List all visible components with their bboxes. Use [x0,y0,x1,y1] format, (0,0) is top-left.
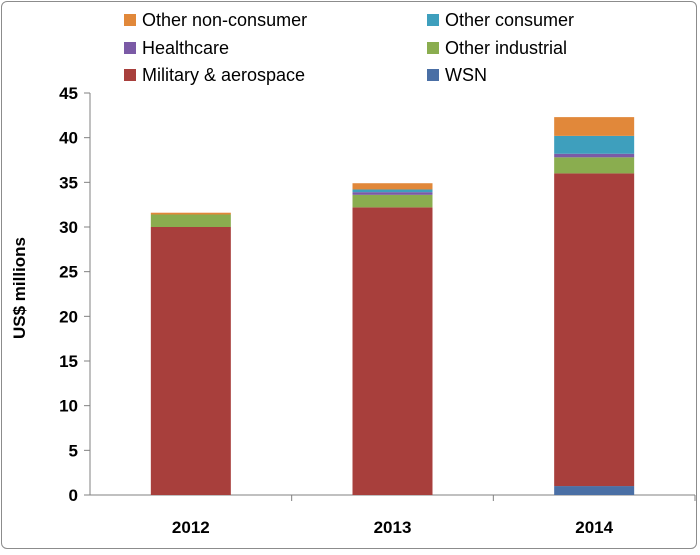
y-tick-label: 30 [59,218,78,237]
y-tick-label: 15 [59,352,78,371]
legend-swatch [427,14,439,26]
bar-segment-other-consumer-2014 [554,135,635,154]
bar-segment-other-non-consumer-2014 [554,117,635,136]
bar-segment-other-non-consumer-2012 [150,212,231,215]
y-tick-label: 25 [59,263,78,282]
bar-segment-wsn-2014 [554,486,635,495]
legend-label: WSN [445,65,487,85]
legend-label: Other consumer [445,10,574,30]
bar-segment-other-non-consumer-2013 [352,183,433,190]
bar-segment-other-consumer-2013 [352,189,433,193]
bar-segment-other-industrial-2013 [352,194,433,208]
legend-label: Healthcare [142,38,229,58]
bar-segment-other-industrial-2012 [150,214,231,227]
legend-swatch [124,14,136,26]
y-tick-label: 0 [69,486,78,505]
bar-segment-military-and-aerospace-2013 [352,207,433,495]
legend-item-other-non-consumer: Other non-consumer [124,10,307,30]
legend-item-other-consumer: Other consumer [427,10,574,30]
y-tick-label: 5 [69,441,78,460]
legend-swatch [124,69,136,81]
x-tick-label: 2012 [172,518,210,537]
x-tick-label: 2014 [575,518,613,537]
y-tick-label: 45 [59,84,78,103]
legend-item-other-industrial: Other industrial [427,38,567,58]
legend: Other non-consumer Other consumer Healthca… [124,10,574,85]
legend-label: Other non-consumer [142,10,307,30]
y-axis-label: US$ millions [10,237,29,339]
bar-segment-military-and-aerospace-2012 [150,227,231,495]
bar-segment-military-and-aerospace-2014 [554,173,635,487]
legend-item-military-and-aerospace: Military & aerospace [124,65,305,85]
x-tick-label: 2013 [374,518,412,537]
y-tick-label: 40 [59,129,78,148]
axes: 0 5 10 15 20 25 30 35 40 45 2012 2013 2014 [59,84,696,537]
legend-label: Military & aerospace [142,65,305,85]
legend-label: Other industrial [445,38,567,58]
legend-swatch [427,42,439,54]
y-tick-label: 20 [59,307,78,326]
legend-item-healthcare: Healthcare [124,38,229,58]
y-tick-label: 10 [59,397,78,416]
y-tick-label: 35 [59,173,78,192]
bars [150,117,635,495]
legend-item-wsn: WSN [427,65,487,85]
bar-segment-other-industrial-2014 [554,157,635,174]
legend-swatch [124,42,136,54]
legend-swatch [427,69,439,81]
bar-segment-healthcare-2014 [554,153,635,158]
bar-segment-healthcare-2013 [352,192,433,195]
